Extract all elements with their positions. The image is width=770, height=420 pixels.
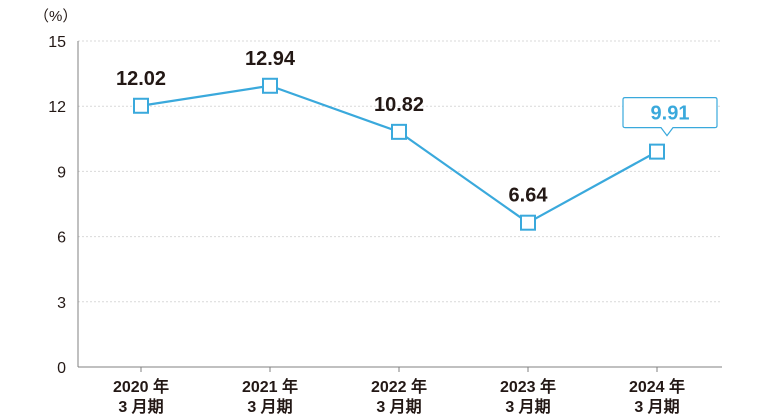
- data-points: [133, 77, 665, 231]
- data-point-marker: [520, 214, 536, 231]
- y-tick-label: 6: [57, 230, 66, 247]
- x-tick-label: 3 月期: [376, 397, 421, 416]
- x-tick-label: 3 月期: [634, 397, 679, 416]
- x-tick-label: 2020 年: [113, 377, 169, 396]
- y-tick-label: 12: [48, 99, 66, 116]
- data-point-marker: [649, 143, 665, 160]
- axes: [77, 41, 722, 368]
- data-label: 12.94: [245, 48, 296, 70]
- data-label: 6.64: [509, 185, 549, 207]
- x-tick-label: 3 月期: [505, 397, 550, 416]
- data-point-marker: [391, 123, 407, 140]
- data-label: 9.91: [651, 103, 690, 125]
- data-point-marker: [262, 77, 278, 94]
- x-tick-label: 3 月期: [247, 397, 292, 416]
- x-tick-label: 2023 年: [500, 377, 556, 396]
- x-tick-label: 3 月期: [118, 397, 163, 416]
- highlight-callout: [622, 97, 718, 137]
- data-labels: 12.02 12.94 10.82 6.64 9.91: [116, 48, 690, 207]
- x-tick-label: 2024 年: [629, 377, 685, 396]
- y-axis-unit-label: （%）: [34, 8, 77, 25]
- y-tick-label: 9: [57, 164, 66, 181]
- y-tick-label: 0: [57, 360, 66, 377]
- x-tick-label: 2021 年: [242, 377, 298, 396]
- data-label: 10.82: [374, 94, 424, 116]
- y-axis-ticks: 0 3 6 9 12 15: [48, 34, 66, 377]
- data-label: 12.02: [116, 68, 166, 90]
- callout-bubble: [622, 97, 718, 137]
- x-tick-label: 2022 年: [371, 377, 427, 396]
- grid-lines: [78, 40, 722, 303]
- y-tick-label: 3: [57, 295, 66, 312]
- data-point-marker: [133, 97, 149, 114]
- y-tick-label: 15: [48, 34, 66, 51]
